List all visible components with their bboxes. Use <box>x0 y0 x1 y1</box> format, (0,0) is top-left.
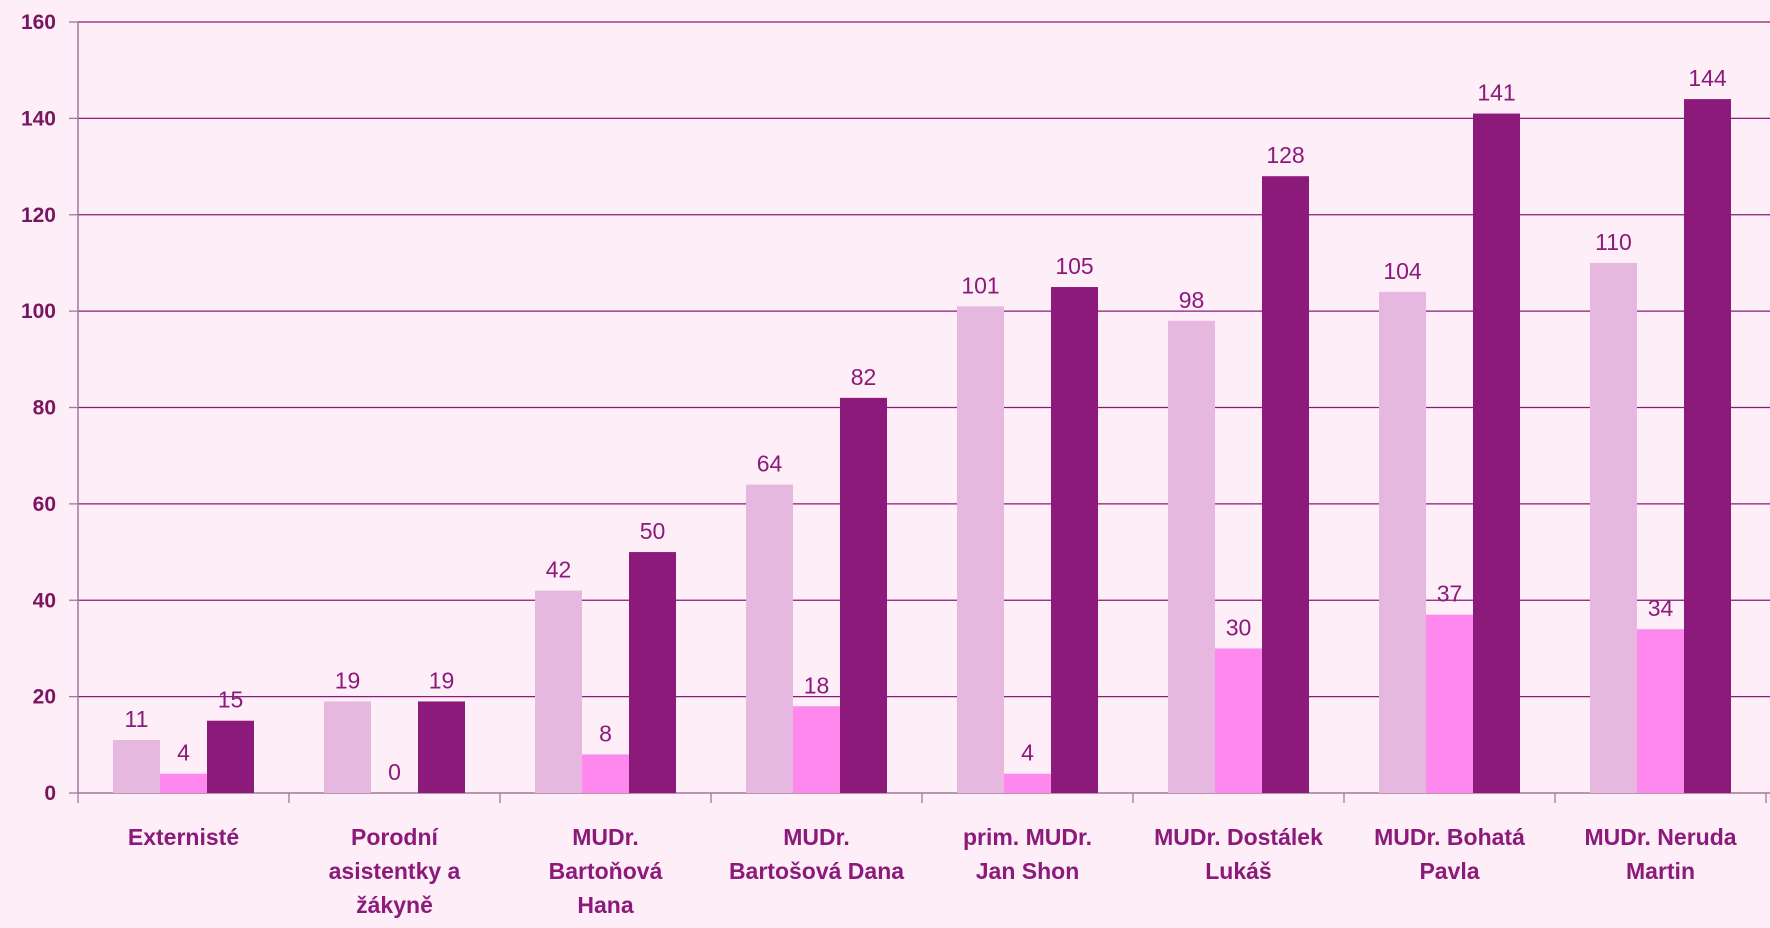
y-tick-label: 100 <box>21 300 56 323</box>
y-tick-label: 160 <box>21 11 56 34</box>
x-tick-label: Porodní <box>351 824 439 850</box>
bar-series-2 <box>582 754 629 793</box>
bar-series-3 <box>629 552 676 793</box>
x-tick-label: MUDr. Bohatá <box>1374 824 1525 850</box>
x-tick-label: MUDr. Dostálek <box>1154 824 1323 850</box>
data-label: 18 <box>804 672 830 698</box>
y-tick-label: 40 <box>33 589 56 612</box>
bar-series-3 <box>1051 287 1098 793</box>
x-tick-label: Bartoňová <box>549 858 663 884</box>
bar-series-2 <box>160 773 207 793</box>
x-tick-label: Hana <box>577 892 633 918</box>
gridlines <box>78 21 1770 698</box>
bar-series-1 <box>113 739 160 793</box>
x-tick-label: Externisté <box>128 824 239 850</box>
data-label: 101 <box>961 272 999 298</box>
data-label: 34 <box>1648 595 1674 621</box>
bar-series-3 <box>1473 113 1520 793</box>
labels: 11 4 15 Externisté 19 0 19 Porodní asistentky a ž… <box>125 65 1737 918</box>
data-label: 98 <box>1179 287 1205 313</box>
data-label: 82 <box>851 364 877 390</box>
x-tick-label: prim. MUDr. <box>963 824 1092 850</box>
y-tick-label: 20 <box>33 686 56 709</box>
x-tick-label: žákyně <box>356 892 433 918</box>
bar-series-2 <box>1637 629 1684 793</box>
data-label: 128 <box>1266 142 1304 168</box>
x-tick-label: Jan Shon <box>976 858 1080 884</box>
data-label: 15 <box>218 687 244 713</box>
bar-series-1 <box>1590 262 1637 793</box>
data-label: 11 <box>125 706 149 732</box>
x-tick-label: MUDr. <box>783 824 849 850</box>
data-label: 4 <box>1021 740 1034 766</box>
data-label: 105 <box>1055 253 1093 279</box>
data-label: 50 <box>640 518 666 544</box>
bar-series-1 <box>535 590 582 793</box>
bar-series-1 <box>746 484 793 793</box>
data-label: 4 <box>177 740 190 766</box>
bar-series-2 <box>1426 614 1473 793</box>
bar-series-1 <box>1379 291 1426 793</box>
data-label: 141 <box>1477 80 1515 106</box>
bars <box>113 99 1731 794</box>
bar-series-3 <box>1684 99 1731 794</box>
x-tick-label: Bartošová Dana <box>729 858 904 884</box>
x-tick-label: Martin <box>1626 858 1695 884</box>
bar-series-1 <box>1168 320 1215 793</box>
bar-series-3 <box>840 397 887 793</box>
y-tick-label: 140 <box>21 107 56 130</box>
x-tick-label: Pavla <box>1419 858 1479 884</box>
y-tick-label: 80 <box>33 397 56 420</box>
bar-series-2 <box>793 706 840 793</box>
bar-series-2 <box>1215 648 1262 793</box>
data-label: 8 <box>599 720 612 746</box>
data-label: 144 <box>1688 65 1727 91</box>
data-label: 42 <box>546 557 572 583</box>
bar-series-3 <box>418 701 465 793</box>
x-tick-label: MUDr. <box>572 824 638 850</box>
data-label: 37 <box>1437 581 1463 607</box>
bar-series-3 <box>207 720 254 793</box>
x-tick-label: asistentky a <box>329 858 461 884</box>
data-label: 19 <box>335 667 361 693</box>
x-tick-label: Lukáš <box>1205 858 1271 884</box>
bar-series-2 <box>1004 773 1051 793</box>
y-tick-label: 120 <box>21 204 56 227</box>
data-label: 64 <box>757 451 783 477</box>
data-label: 110 <box>1595 229 1632 255</box>
data-label: 19 <box>429 667 455 693</box>
data-label: 0 <box>388 759 401 785</box>
y-tick-label: 60 <box>33 493 56 516</box>
bar-series-1 <box>324 701 371 793</box>
bar-series-1 <box>957 306 1004 793</box>
data-label: 104 <box>1383 258 1422 284</box>
data-label: 30 <box>1226 614 1252 640</box>
bar-series-3 <box>1262 176 1309 793</box>
x-tick-label: MUDr. Neruda <box>1584 824 1736 850</box>
y-tick-label: 0 <box>44 782 56 805</box>
